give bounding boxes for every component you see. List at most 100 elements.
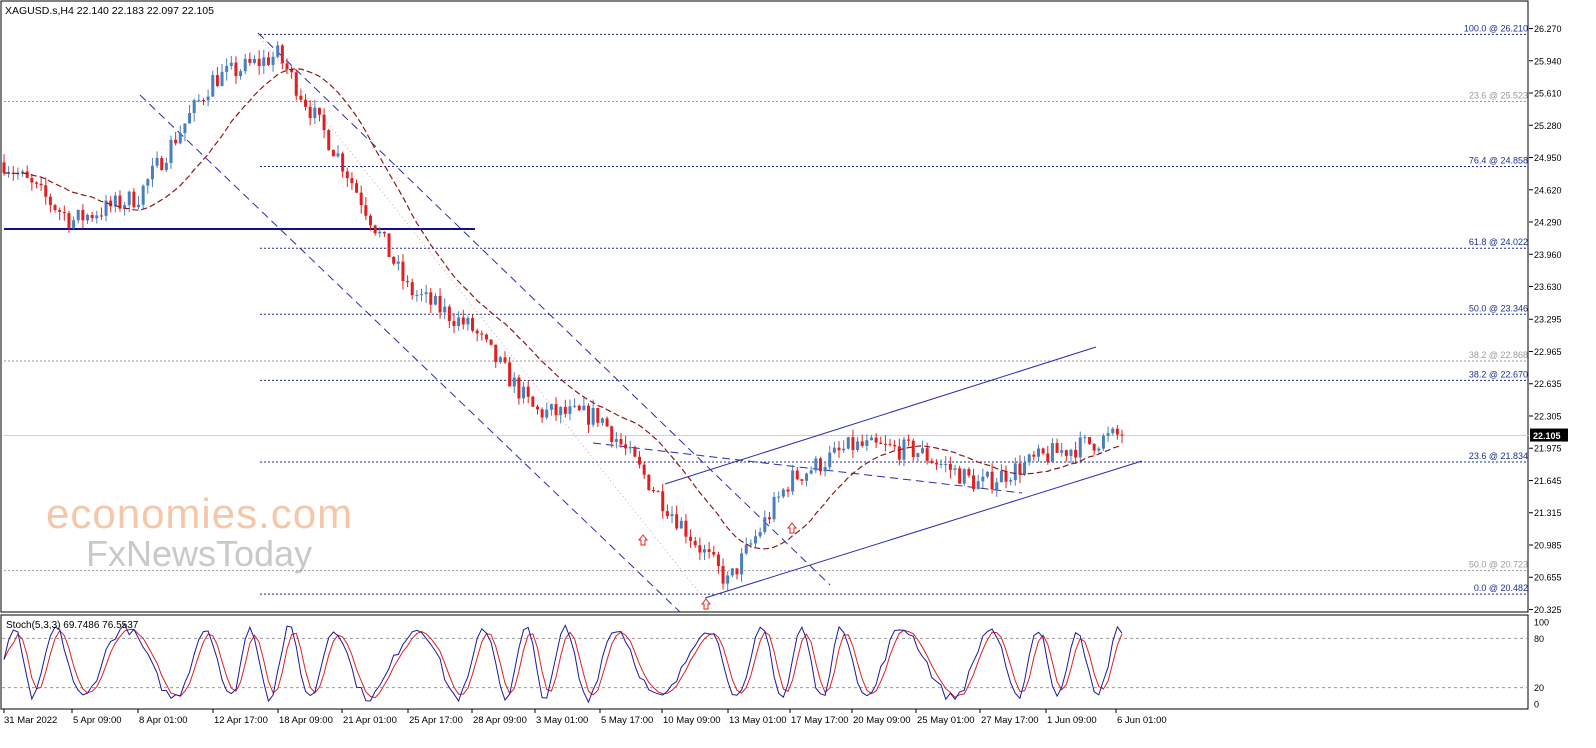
candle-body: [169, 139, 173, 163]
candle-body: [522, 386, 526, 399]
candle-body: [109, 200, 113, 207]
stoch-signal-line: [3, 629, 1123, 699]
candle-body: [355, 183, 359, 193]
current-price-box: [1530, 428, 1568, 442]
candle-body: [72, 220, 76, 228]
time-label: 28 Apr 09:00: [473, 715, 527, 726]
candle-body: [610, 426, 614, 442]
candle-body: [791, 470, 795, 492]
candle-body: [34, 182, 38, 184]
fib-label: 0.0 @ 20.482: [1474, 583, 1528, 593]
candle-body: [573, 405, 577, 407]
candle-body: [1027, 454, 1031, 463]
candle-body: [995, 482, 999, 490]
candle-body: [1046, 453, 1050, 462]
candle-body: [508, 362, 512, 387]
candle-body: [591, 408, 595, 425]
candle-body: [568, 406, 572, 414]
candle-body: [540, 409, 544, 418]
channel-lower: [139, 94, 681, 613]
candle-body: [113, 195, 117, 207]
candle-body: [1036, 448, 1040, 457]
candle-body: [948, 463, 952, 470]
candle-body: [266, 57, 270, 65]
candle-body: [907, 439, 911, 441]
candle-body: [457, 317, 461, 327]
main-pane-frame: [0, 0, 1529, 613]
time-label: 1 Jun 09:00: [1047, 715, 1097, 726]
candle-body: [299, 95, 303, 100]
candle-body: [837, 447, 841, 451]
candle-body: [211, 75, 215, 97]
candle-body: [257, 58, 261, 67]
candle-body: [758, 531, 762, 537]
candle-body: [925, 448, 929, 461]
candle-body: [563, 406, 567, 414]
stoch-tick-label: 100: [1534, 618, 1549, 628]
stoch-tick-label: 0: [1534, 700, 1539, 710]
fib-label: 100.0 @ 26.210: [1464, 23, 1528, 33]
time-label: 6 Jun 01:00: [1117, 715, 1167, 726]
time-label: 8 Apr 01:00: [139, 715, 188, 726]
moving-average: [3, 68, 1123, 550]
candle-body: [1004, 470, 1008, 482]
candle-body: [67, 213, 71, 228]
rising-channel-lower: [704, 460, 1143, 599]
candle-body: [447, 306, 451, 321]
candle-body: [336, 153, 340, 157]
candle-body: [856, 441, 860, 451]
candle-body: [410, 282, 414, 296]
candle-body: [767, 517, 771, 520]
candle-body: [786, 489, 790, 492]
time-label: 27 May 17:00: [981, 715, 1039, 726]
price-tick-label: 21.975: [1534, 444, 1562, 454]
fib-label: 23.6 @ 21.834: [1469, 451, 1528, 461]
price-tick-label: 21.645: [1534, 476, 1562, 486]
candle-body: [290, 69, 294, 73]
candle-body: [239, 71, 243, 77]
candle-body: [999, 470, 1003, 483]
candle-body: [897, 446, 901, 460]
candle-body: [1101, 435, 1105, 449]
candle-body: [846, 437, 850, 449]
stoch-main-line: [3, 623, 1123, 704]
candle-body: [828, 452, 832, 468]
price-tick-label: 22.635: [1534, 379, 1562, 389]
candle-body: [587, 405, 591, 425]
candle-body: [665, 511, 669, 517]
candle-body: [141, 185, 145, 205]
candle-body: [934, 463, 938, 465]
candle-body: [1060, 450, 1064, 453]
candle-body: [990, 471, 994, 490]
candle-body: [433, 295, 437, 305]
candle-body: [234, 62, 238, 77]
candle-body: [962, 469, 966, 484]
candle-body: [605, 418, 609, 427]
candle-body: [1092, 443, 1096, 451]
candle-body: [420, 294, 424, 296]
time-label: 25 Apr 17:00: [409, 715, 463, 726]
candle-body: [939, 464, 943, 466]
candle-body: [911, 440, 915, 457]
candle-body: [818, 458, 822, 472]
candle-body: [638, 456, 642, 465]
candle-body: [869, 437, 873, 441]
candle-body: [967, 469, 971, 476]
time-label: 25 May 01:00: [917, 715, 975, 726]
candle-body: [345, 171, 349, 179]
trend-lines: [4, 32, 1143, 613]
price-tick-label: 20.325: [1534, 605, 1562, 615]
candle-body: [373, 225, 377, 234]
candle-body: [429, 292, 433, 305]
candle-body: [285, 63, 289, 70]
candle-body: [985, 471, 989, 477]
candle-body: [707, 549, 711, 552]
candle-body: [48, 196, 52, 206]
candle-body: [253, 58, 257, 63]
candle-body: [1064, 450, 1068, 456]
candle-body: [118, 195, 122, 209]
candle-body: [498, 357, 502, 363]
price-tick-label: 20.655: [1534, 573, 1562, 583]
